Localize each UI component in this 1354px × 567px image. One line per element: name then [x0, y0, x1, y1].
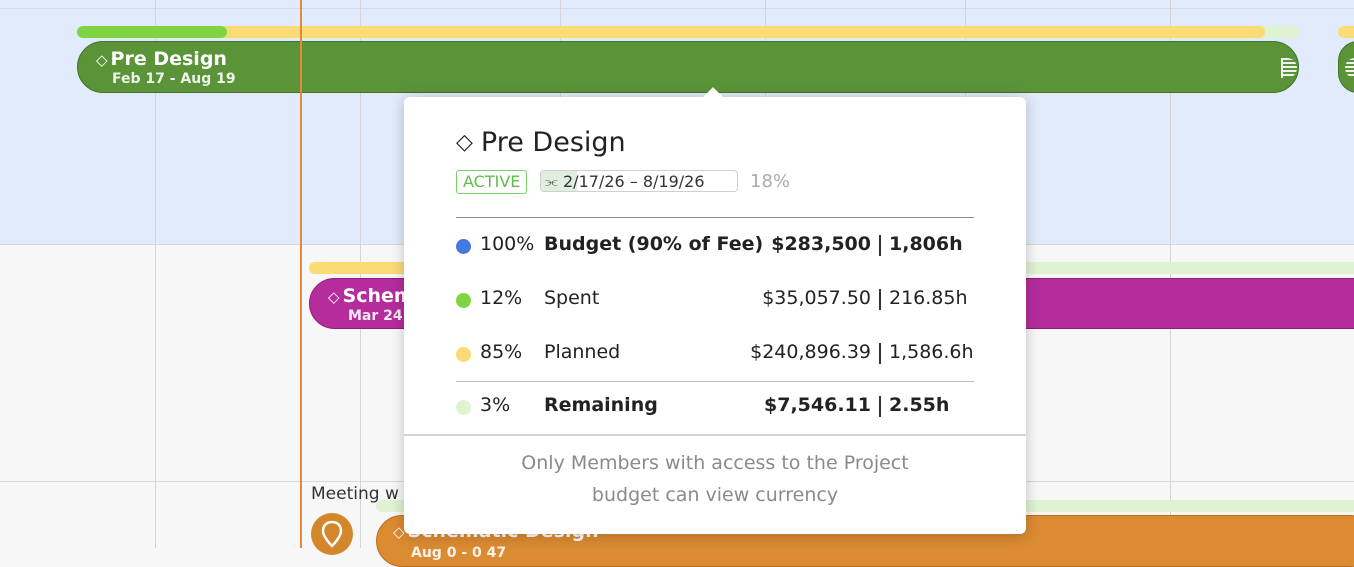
row-percent: 100%	[480, 233, 535, 255]
budget-row: 3% Remaining $7,546.11 2.55h	[456, 394, 974, 420]
divider	[456, 217, 974, 218]
budget-row: 85% Planned $240,896.39 1,586.6h	[456, 341, 974, 367]
meeting-label: Meeting w	[311, 484, 399, 504]
row-label: Spent	[544, 287, 600, 309]
resize-handle[interactable]	[1345, 58, 1354, 78]
budget-row: 12% Spent $35,057.50 216.85h	[456, 287, 974, 313]
legend-dot	[456, 400, 471, 415]
separator	[879, 343, 881, 364]
row-label: Remaining	[544, 394, 658, 416]
date-range-text: 2/17/26 – 8/19/26	[563, 172, 705, 191]
row-hours: 1,806h	[889, 233, 963, 255]
row-amount: $240,896.39	[750, 341, 871, 363]
row-percent: 12%	[480, 287, 523, 309]
row-percent: 85%	[480, 341, 523, 363]
location-pin-icon[interactable]	[311, 513, 353, 555]
row-amount: $35,057.50	[762, 287, 871, 309]
legend-dot	[456, 293, 471, 308]
legend-dot	[456, 239, 471, 254]
row-hours: 2.55h	[889, 394, 950, 416]
phase-dates: Mar 24	[348, 308, 403, 324]
diamond-icon: ◇	[96, 51, 108, 69]
date-range-progress	[541, 171, 577, 191]
planned-progress	[309, 262, 419, 274]
diamond-icon: ◇	[328, 288, 340, 306]
today-line	[300, 0, 302, 548]
phase-name: ◇ Schem	[328, 285, 414, 307]
phase-dates: Aug 0 - 0 47	[411, 545, 507, 561]
link-icon: ⫘	[545, 174, 558, 190]
percent-complete: 18%	[750, 171, 791, 192]
separator	[879, 289, 881, 310]
divider	[456, 381, 974, 382]
row-amount: $7,546.11	[764, 394, 871, 416]
tooltip-title: ◇ Pre Design	[456, 127, 626, 158]
row-amount: $283,500	[771, 233, 871, 255]
legend-dot	[456, 347, 471, 362]
diamond-icon: ◇	[456, 130, 473, 155]
row-hours: 216.85h	[889, 287, 968, 309]
separator	[879, 235, 881, 256]
row-divider	[0, 8, 1354, 9]
phase-dates: Feb 17 - Aug 19	[112, 71, 236, 87]
grid-line	[155, 0, 156, 548]
phase-name: ◇ Pre Design	[96, 48, 227, 70]
row-label: Planned	[544, 341, 621, 363]
budget-row: 100% Budget (90% of Fee) $283,500 1,806h	[456, 233, 974, 259]
row-label: Budget (90% of Fee)	[544, 233, 764, 255]
status-badge: ACTIVE	[456, 170, 528, 194]
separator	[879, 396, 881, 417]
note-line: budget can view currency	[591, 484, 839, 506]
date-range[interactable]: ⫘ 2/17/26 – 8/19/26	[540, 170, 738, 192]
currency-access-note: Only Members with access to the Project …	[404, 447, 1026, 511]
note-line: Only Members with access to the Project	[521, 452, 909, 474]
row-percent: 3%	[480, 394, 511, 416]
divider	[404, 434, 1026, 436]
grid-line	[1170, 0, 1171, 548]
next-phase-progress	[1338, 26, 1354, 38]
phase-tooltip: ◇ Pre Design ACTIVE ⫘ 2/17/26 – 8/19/26 1…	[404, 87, 1026, 534]
grid-line	[360, 0, 361, 548]
diamond-icon: ◇	[393, 523, 405, 541]
planned-progress	[77, 26, 1265, 38]
resize-handle[interactable]	[1281, 58, 1297, 78]
row-hours: 1,586.6h	[889, 341, 974, 363]
phase-bar-pre-design[interactable]: ◇ Pre Design Feb 17 - Aug 19	[77, 41, 1299, 93]
spent-progress	[77, 26, 227, 38]
